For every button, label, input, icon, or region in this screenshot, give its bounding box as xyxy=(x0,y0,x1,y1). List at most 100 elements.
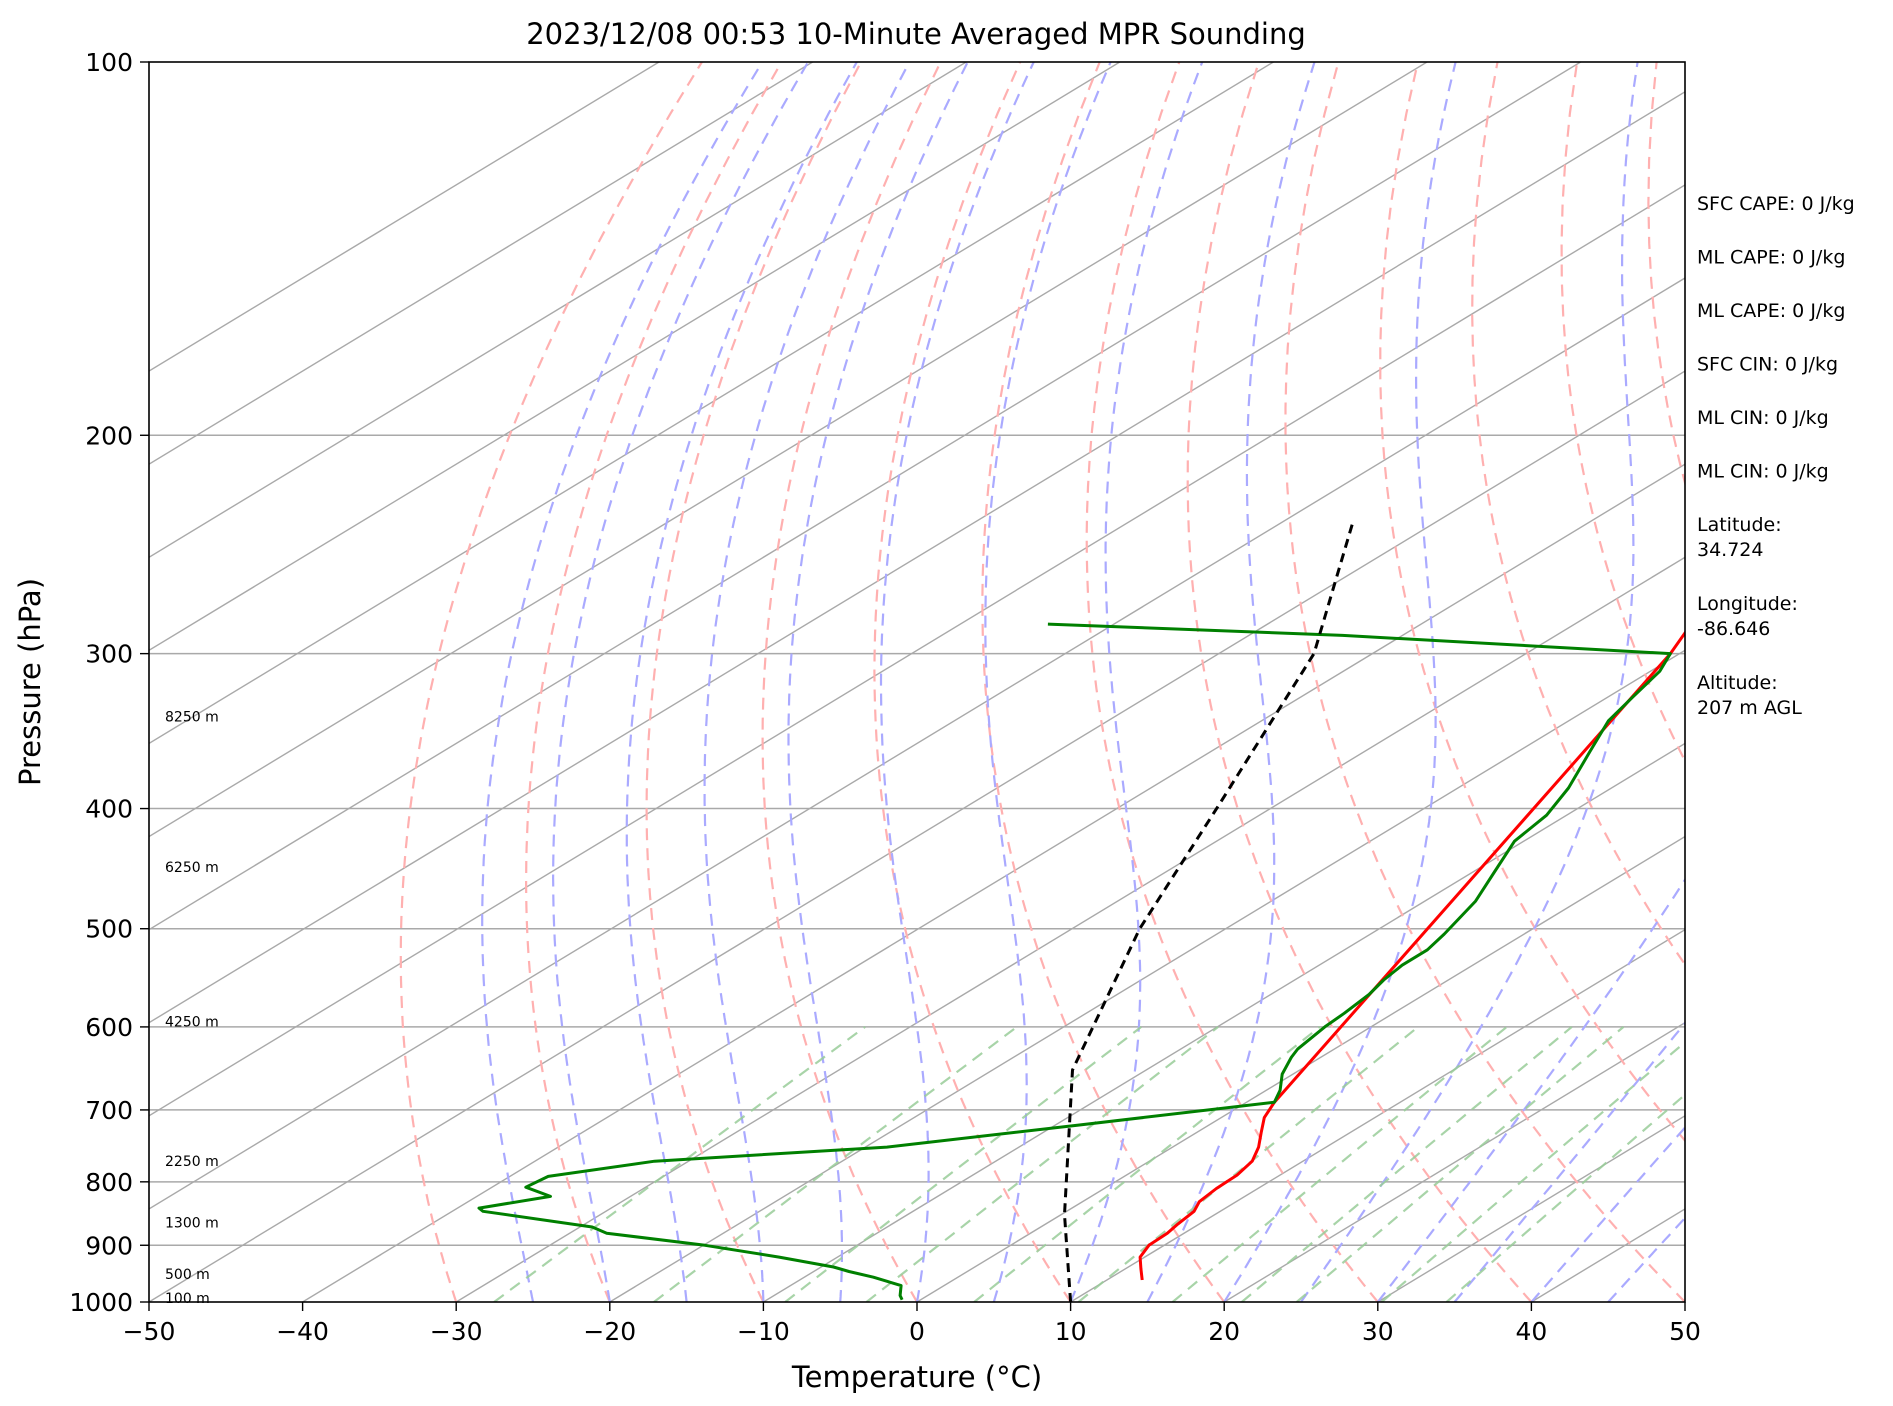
mixing-ratio-line xyxy=(865,1026,1219,1302)
x-tick-label: −10 xyxy=(737,1317,790,1346)
info-entry: Altitude: 207 m AGL xyxy=(1697,672,1802,719)
dry-adiabat-line xyxy=(399,62,703,1302)
dry-adiabats xyxy=(399,62,1685,1302)
y-tick-label: 400 xyxy=(85,795,133,824)
isotherm-line xyxy=(1223,1021,1685,1302)
isotherm-line xyxy=(149,184,1685,1117)
dry-adiabat-line xyxy=(1085,62,1379,1302)
temperature-line xyxy=(1138,630,1685,1281)
moist-adiabat-line xyxy=(1146,62,1316,1302)
dry-adiabat-line xyxy=(645,62,862,1302)
moist-adiabat-line xyxy=(551,62,810,1302)
y-tick-label: 500 xyxy=(85,915,133,944)
isotherm-line xyxy=(302,463,1685,1302)
altitude-label: 500 m xyxy=(165,1267,210,1283)
isobar-grid xyxy=(149,434,1685,1247)
mixing-ratio-line xyxy=(1171,1026,1508,1302)
moist-adiabat-line xyxy=(481,62,764,1302)
dewpoint-line xyxy=(477,622,1672,1301)
mixing-ratio-line xyxy=(653,1026,1018,1302)
y-tick-label: 200 xyxy=(85,421,133,450)
isotherm-line xyxy=(149,62,813,466)
x-tick-label: 20 xyxy=(1208,1317,1240,1346)
dry-adiabat-line xyxy=(1471,62,1685,967)
mixing-ratio-lines xyxy=(493,1026,1685,1302)
dry-adiabat-line xyxy=(524,62,783,1302)
info-entry: Longitude: -86.646 xyxy=(1697,593,1798,640)
y-tick-label: 300 xyxy=(85,640,133,669)
x-axis-ticks: −50 −40 −30 −20 −10 0 10 20 30 40 50 xyxy=(123,1302,1701,1346)
dry-adiabat-line xyxy=(873,62,1072,1302)
moist-adiabat-line xyxy=(625,62,858,1302)
x-tick-label: 50 xyxy=(1669,1317,1701,1346)
y-tick-label: 800 xyxy=(85,1168,133,1197)
info-entry: SFC CIN: 0 J/kg xyxy=(1697,354,1838,376)
moist-adiabat-line xyxy=(879,62,1035,1302)
info-entry: Latitude: 34.724 xyxy=(1697,514,1782,561)
dry-adiabat-line xyxy=(761,62,942,1302)
isotherm-grid xyxy=(149,62,1685,1302)
mixing-ratio-line xyxy=(493,1026,866,1302)
info-entry: ML CIN: 0 J/kg xyxy=(1697,461,1829,483)
mixing-ratio-line xyxy=(1380,1040,1685,1302)
moist-adiabat-line xyxy=(1069,62,1204,1302)
x-tick-label: 0 xyxy=(909,1317,925,1346)
altitude-label: 4250 m xyxy=(165,1014,219,1030)
altitude-label: 2250 m xyxy=(165,1154,219,1170)
isotherm-line xyxy=(149,62,660,372)
mixing-ratio-line xyxy=(1295,1026,1625,1302)
altitude-labels: 100 m 500 m 1300 m 2250 m 4250 m 6250 m 8250 m xyxy=(165,709,219,1307)
x-tick-label: 10 xyxy=(1055,1317,1087,1346)
dry-adiabat-line xyxy=(981,62,1226,1302)
plot-area xyxy=(149,62,1685,1302)
parcel-line xyxy=(1063,521,1355,1302)
y-tick-label: 700 xyxy=(85,1096,133,1125)
mixing-ratio-line xyxy=(1445,1093,1685,1302)
x-tick-label: −30 xyxy=(430,1317,483,1346)
info-entry: ML CAPE: 0 J/kg xyxy=(1697,300,1845,322)
isotherm-line xyxy=(455,556,1685,1302)
sounding-series xyxy=(477,521,1685,1302)
moist-adiabat-line xyxy=(1376,877,1685,1302)
x-axis-label: Temperature (°C) xyxy=(791,1360,1042,1394)
x-tick-label: 30 xyxy=(1362,1317,1394,1346)
isotherm-line xyxy=(149,62,1428,838)
moist-adiabat-line xyxy=(1300,62,1639,1302)
moist-adiabat-line xyxy=(787,62,969,1302)
info-entry: SFC CAPE: 0 J/kg xyxy=(1697,193,1855,215)
chart-title: 2023/12/08 00:53 10-Minute Averaged MPR … xyxy=(526,17,1306,51)
mixing-ratio-line xyxy=(973,1026,1321,1302)
y-tick-label: 900 xyxy=(85,1231,133,1260)
mixing-ratio-line xyxy=(1241,1026,1573,1302)
altitude-label: 8250 m xyxy=(165,709,219,725)
isotherm-line xyxy=(149,90,1685,1024)
altitude-label: 1300 m xyxy=(165,1216,219,1232)
altitude-label: 6250 m xyxy=(165,860,219,876)
x-tick-label: −50 xyxy=(123,1317,176,1346)
y-tick-label: 1000 xyxy=(69,1288,133,1317)
moist-adiabat-line xyxy=(984,62,1112,1302)
info-entry: ML CAPE: 0 J/kg xyxy=(1697,247,1845,269)
isotherm-line xyxy=(609,649,1685,1302)
isotherm-line xyxy=(149,370,1685,1302)
isotherm-line xyxy=(149,62,1581,931)
isotherm-line xyxy=(149,62,967,559)
x-tick-label: −20 xyxy=(583,1317,636,1346)
isotherm-line xyxy=(149,277,1685,1210)
mixing-ratio-line xyxy=(784,1026,1142,1302)
isotherm-line xyxy=(149,62,1274,745)
y-tick-label: 600 xyxy=(85,1013,133,1042)
isotherm-line xyxy=(1070,928,1685,1302)
isotherm-line xyxy=(149,62,1121,652)
dry-adiabat-line xyxy=(1284,62,1685,1302)
isotherm-line xyxy=(916,835,1685,1302)
isotherm-line xyxy=(763,742,1685,1302)
info-panel: SFC CAPE: 0 J/kg ML CAPE: 0 J/kg ML CAPE: … xyxy=(1697,193,1855,719)
moist-adiabats xyxy=(481,62,1685,1302)
y-axis-label: Pressure (hPa) xyxy=(13,578,47,786)
info-entry: ML CIN: 0 J/kg xyxy=(1697,407,1829,429)
y-axis-ticks: 100 200 300 400 500 600 700 800 900 1000 xyxy=(69,48,149,1317)
moist-adiabat-line xyxy=(703,62,911,1302)
x-tick-label: 40 xyxy=(1515,1317,1547,1346)
